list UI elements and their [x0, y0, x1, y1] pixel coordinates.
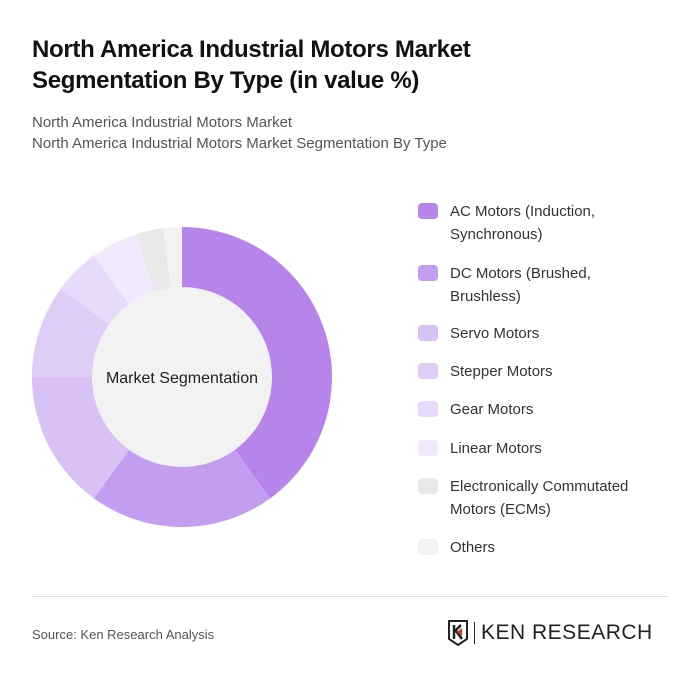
legend-item[interactable]: Gear Motors — [418, 398, 660, 421]
legend-item[interactable]: Linear Motors — [418, 437, 660, 460]
donut-chart: Market Segmentation — [32, 227, 332, 527]
legend-label: Servo Motors — [450, 325, 540, 342]
donut-center — [92, 287, 272, 467]
legend-swatch — [418, 539, 438, 555]
logo-text: KEN RESEARCH — [481, 621, 653, 644]
center-label: Market Segmentation — [106, 370, 258, 387]
legend-swatch — [418, 478, 438, 494]
legend-swatch — [418, 265, 438, 281]
legend-label: AC Motors (Induction, Synchronous) — [450, 203, 596, 243]
source-note: Source: Ken Research Analysis — [32, 627, 215, 642]
legend-label: Stepper Motors — [450, 363, 553, 380]
legend-item[interactable]: Servo Motors — [418, 322, 660, 345]
ken-logo-icon — [448, 620, 468, 646]
legend-swatch — [418, 203, 438, 219]
legend-item[interactable]: DC Motors (Brushed, Brushless) — [418, 262, 660, 308]
legend-item[interactable]: Others — [418, 536, 660, 559]
legend-item[interactable]: Electronically Commutated Motors (ECMs) — [418, 475, 660, 521]
legend-label: Electronically Commutated Motors (ECMs) — [450, 478, 629, 518]
legend-label: DC Motors (Brushed, Brushless) — [450, 265, 591, 305]
legend-swatch — [418, 363, 438, 379]
subtitle-market: North America Industrial Motors Market — [32, 114, 293, 131]
divider — [32, 596, 668, 597]
legend-label: Linear Motors — [450, 440, 542, 457]
legend-swatch — [418, 401, 438, 417]
legend-item[interactable]: Stepper Motors — [418, 360, 660, 383]
legend-label: Others — [450, 539, 496, 556]
subtitle-segmentation: North America Industrial Motors Market S… — [32, 135, 447, 152]
legend-label: Gear Motors — [450, 401, 534, 418]
ken-research-logo: KEN RESEARCH — [448, 620, 653, 646]
chart-title: North America Industrial Motors Market S… — [32, 36, 471, 94]
legend-swatch — [418, 440, 438, 456]
legend-swatch — [418, 325, 438, 341]
legend-item[interactable]: AC Motors (Induction, Synchronous) — [418, 200, 660, 246]
